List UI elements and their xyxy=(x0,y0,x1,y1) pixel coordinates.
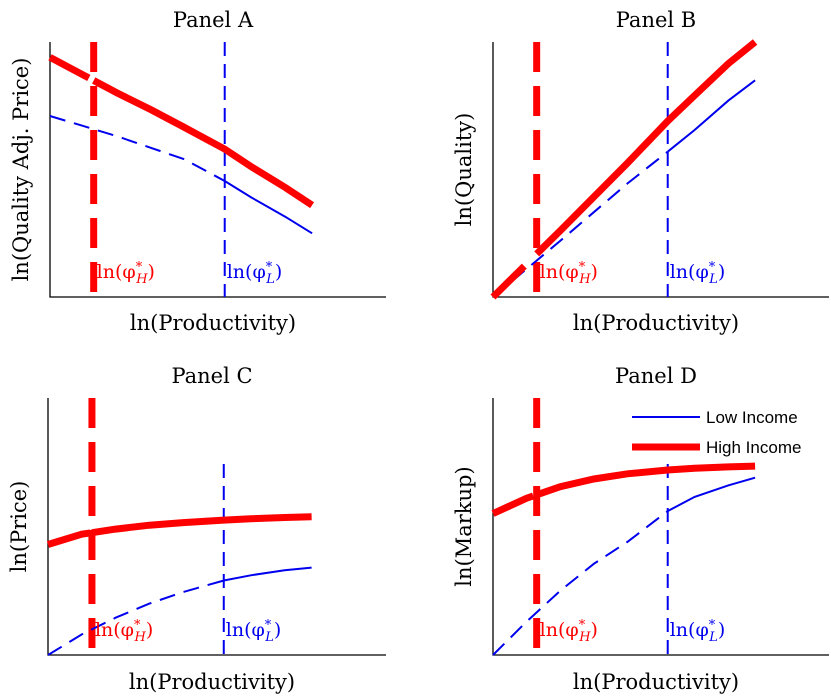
legend: Low Income High Income xyxy=(632,408,801,457)
axes xyxy=(49,42,386,298)
cutoff-low-label: ln(φ* L) xyxy=(670,618,726,645)
cutoff-high-label: ln(φ* H) xyxy=(540,260,598,287)
y-axis-label: ln(Markup) xyxy=(452,466,476,586)
series-low-solid xyxy=(223,566,312,582)
x-axis-label: ln(Productivity) xyxy=(129,670,295,694)
series-low-solid xyxy=(224,180,313,235)
panel-title: Panel B xyxy=(616,8,696,32)
panel-title: Panel C xyxy=(171,364,252,388)
cutoff-low-label: ln(φ* L) xyxy=(226,618,282,645)
series-high-solid xyxy=(534,39,758,257)
x-axis-label: ln(Productivity) xyxy=(573,311,739,335)
cutoff-low-label: ln(φ* L) xyxy=(227,260,283,287)
series-high-dashed xyxy=(48,54,96,84)
x-axis-label: ln(Productivity) xyxy=(130,311,296,335)
panel-title: Panel D xyxy=(615,364,697,388)
series-low-dashed xyxy=(492,510,669,656)
cutoff-high-label: ln(φ* H) xyxy=(97,260,155,287)
series-high-dashed xyxy=(490,251,540,300)
series-high-dashed xyxy=(491,491,538,517)
cutoff-high-label: ln(φ* H) xyxy=(95,618,153,645)
x-axis-label: ln(Productivity) xyxy=(573,670,739,694)
series-low-dashed xyxy=(47,579,225,656)
panel-title: Panel A xyxy=(173,8,254,32)
legend-high-label: High Income xyxy=(706,438,801,457)
series-high-solid xyxy=(535,462,756,499)
series-low-dashed xyxy=(492,150,669,298)
cutoff-high-label: ln(φ* H) xyxy=(540,618,598,645)
cutoff-low-label: ln(φ* L) xyxy=(670,260,726,287)
axes xyxy=(47,398,386,656)
series-low-solid xyxy=(667,79,756,153)
y-axis-label: ln(Price) xyxy=(7,481,31,573)
y-axis-label: ln(Quality) xyxy=(452,113,476,227)
axes xyxy=(492,398,829,656)
series-high-dashed xyxy=(46,529,93,548)
series-low-solid xyxy=(667,476,756,512)
series-high-solid xyxy=(91,513,312,537)
axes xyxy=(492,42,829,298)
panels: Panel A ln(Productivity) ln(Quality Adj. P… xyxy=(7,8,829,694)
series-low-dashed xyxy=(49,115,226,182)
panel-4: Panel D ln(Productivity) ln(Markup) ln(φ* H)… xyxy=(452,364,829,694)
y-axis-label: ln(Quality Adj. Price) xyxy=(9,58,33,282)
panel-3: Panel C ln(Productivity) ln(Price) ln(φ* H) l… xyxy=(7,364,386,694)
panel-2: Panel B ln(Productivity) ln(Quality) ln(φ* H… xyxy=(452,8,829,335)
series-high-solid xyxy=(92,77,315,209)
legend-low-label: Low Income xyxy=(706,408,798,427)
panel-1: Panel A ln(Productivity) ln(Quality Adj. P… xyxy=(9,8,386,335)
